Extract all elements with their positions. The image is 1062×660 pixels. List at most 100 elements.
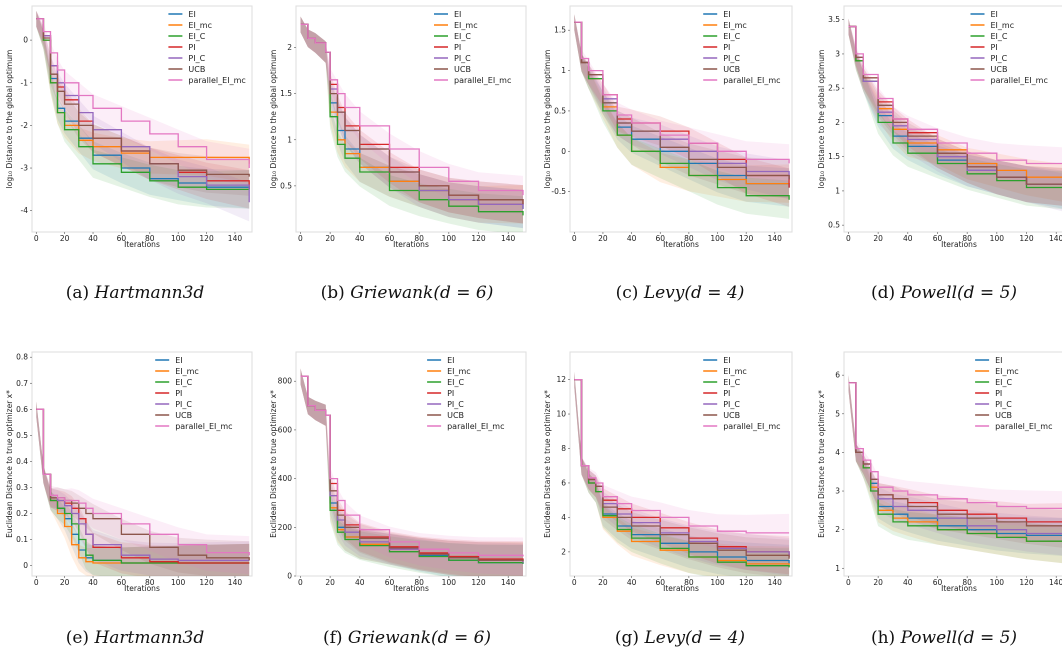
- legend-label: parallel_EI_mc: [995, 422, 1052, 431]
- plot-marks: [574, 14, 790, 219]
- y-tick-label: 2: [835, 118, 840, 127]
- x-tick-label: 120: [471, 578, 486, 587]
- y-tick-label: -1: [21, 78, 29, 87]
- y-tick-label: 1: [561, 66, 566, 75]
- band-UCB: [36, 10, 250, 196]
- legend-label: PI: [995, 389, 1002, 398]
- y-tick-label: 2: [835, 525, 840, 534]
- plot-area: [843, 351, 1062, 577]
- panel-a: 0 20 40 60 80 100 120 140 0 -1 -2 -3 -4 Iterations log…: [5, 5, 253, 303]
- series-line-parallel_EI_mc: [574, 21, 790, 164]
- legend-label: parallel_EI_mc: [991, 76, 1048, 85]
- y-tick-label: 0.3: [16, 483, 28, 492]
- x-tick-label: 20: [60, 234, 70, 243]
- x-tick-label: 80: [414, 578, 424, 587]
- x-tick-label: 60: [117, 234, 127, 243]
- x-tick-label: 40: [88, 234, 98, 243]
- legend-label: PI: [175, 389, 182, 398]
- band-parallel_EI_mc: [574, 14, 790, 183]
- x-tick-label: 40: [627, 234, 637, 243]
- plot-marks: [848, 375, 1062, 564]
- legend: EI EI_mc EI_C PI PI_C UCB parallel_EI_mc: [155, 356, 233, 431]
- x-tick-label: 120: [199, 578, 214, 587]
- legend-label: PI_C: [188, 54, 205, 63]
- plot-marks: [574, 371, 790, 576]
- plot-area: [31, 5, 253, 233]
- plot-area: [31, 351, 253, 577]
- series-line-parallel_EI_mc: [300, 23, 524, 196]
- panel-caption: (c) Levy(d = 4): [616, 283, 745, 303]
- y-tick-label: 3.5: [828, 15, 840, 24]
- legend-label: EI: [188, 10, 195, 19]
- y-tick-label: 8: [561, 444, 566, 453]
- legend-label: UCB: [723, 411, 740, 420]
- x-tick-label: 20: [60, 578, 70, 587]
- legend-label: parallel_EI_mc: [454, 76, 511, 85]
- y-axis-label: Euclidean Distance to true optimizer x*: [543, 390, 552, 538]
- band-EI: [574, 14, 790, 207]
- y-tick-label: 4: [561, 513, 566, 522]
- band-EI_C: [848, 18, 1062, 210]
- band-UCB: [574, 14, 790, 199]
- band-parallel_EI_mc: [574, 371, 790, 552]
- x-tick-label: 40: [88, 578, 98, 587]
- legend-label: UCB: [991, 65, 1008, 74]
- band-EI_C: [574, 371, 790, 576]
- band-UCB: [300, 368, 523, 576]
- band-EI_C: [36, 10, 250, 209]
- panel-caption: (b) Griewank(d = 6): [321, 283, 494, 303]
- legend-label: parallel_EI_mc: [723, 422, 780, 431]
- y-tick-label: 1: [287, 135, 292, 144]
- y-tick-label: 0.5: [828, 221, 840, 230]
- series-line-parallel_EI_mc: [848, 382, 1062, 510]
- y-tick-label: -4: [21, 206, 29, 215]
- x-tick-label: 120: [1019, 578, 1034, 587]
- legend-label: PI_C: [723, 400, 740, 409]
- y-tick-label: 0: [287, 572, 292, 581]
- x-tick-label: 80: [962, 234, 972, 243]
- plot-area: [295, 351, 527, 577]
- legend-label: EI: [995, 356, 1002, 365]
- legend-label: PI: [188, 43, 195, 52]
- band-EI_mc: [848, 18, 1062, 202]
- x-tick-label: 0: [298, 234, 303, 243]
- y-tick-label: 800: [278, 377, 293, 386]
- y-tick-label: 1: [835, 564, 840, 573]
- x-tick-label: 0: [34, 234, 39, 243]
- legend-label: EI_mc: [175, 367, 199, 376]
- legend-label: EI_C: [723, 32, 740, 41]
- x-tick-label: 60: [933, 234, 943, 243]
- x-tick-label: 80: [684, 234, 694, 243]
- x-axis-label: Iterations: [393, 240, 429, 249]
- panel-caption: (g) Levy(d = 4): [615, 628, 745, 648]
- band-EI_mc: [574, 14, 790, 203]
- y-tick-label: 6: [835, 371, 840, 380]
- x-tick-label: 100: [990, 234, 1005, 243]
- x-axis-label: Iterations: [663, 240, 699, 249]
- legend-label: EI: [723, 356, 730, 365]
- legend-label: UCB: [175, 411, 192, 420]
- x-tick-label: 20: [873, 578, 883, 587]
- band-EI_mc: [848, 375, 1062, 564]
- y-axis-label: log₁₀ Distance to the global optimum: [269, 50, 278, 189]
- band-EI: [300, 16, 523, 229]
- y-tick-label: 0.1: [16, 535, 28, 544]
- series-line-parallel_EI_mc: [574, 378, 790, 534]
- legend-label: PI: [454, 43, 461, 52]
- legend: EI EI_mc EI_C PI PI_C UCB parallel_EI_mc: [703, 356, 781, 431]
- band-parallel_EI_mc: [36, 401, 250, 575]
- legend-label: UCB: [454, 65, 471, 74]
- panel-h: 0 20 40 60 80 100 120 140 1 2 3 4 5 6 Iterations Euclid…: [817, 351, 1062, 648]
- y-tick-label: 0.5: [16, 431, 28, 440]
- panel-f: 0 20 40 60 80 100 120 140 0 200 400 600 800 Iteration…: [269, 351, 527, 648]
- legend-label: parallel_EI_mc: [723, 76, 780, 85]
- band-PI_C: [36, 401, 250, 576]
- series-line-parallel_EI_mc: [36, 18, 250, 168]
- band-PI_C: [848, 18, 1062, 212]
- series-line-UCB: [36, 18, 250, 177]
- x-tick-label: 100: [171, 234, 186, 243]
- band-PI: [36, 401, 250, 576]
- y-tick-label: 5: [835, 409, 840, 418]
- y-tick-label: 1: [835, 186, 840, 195]
